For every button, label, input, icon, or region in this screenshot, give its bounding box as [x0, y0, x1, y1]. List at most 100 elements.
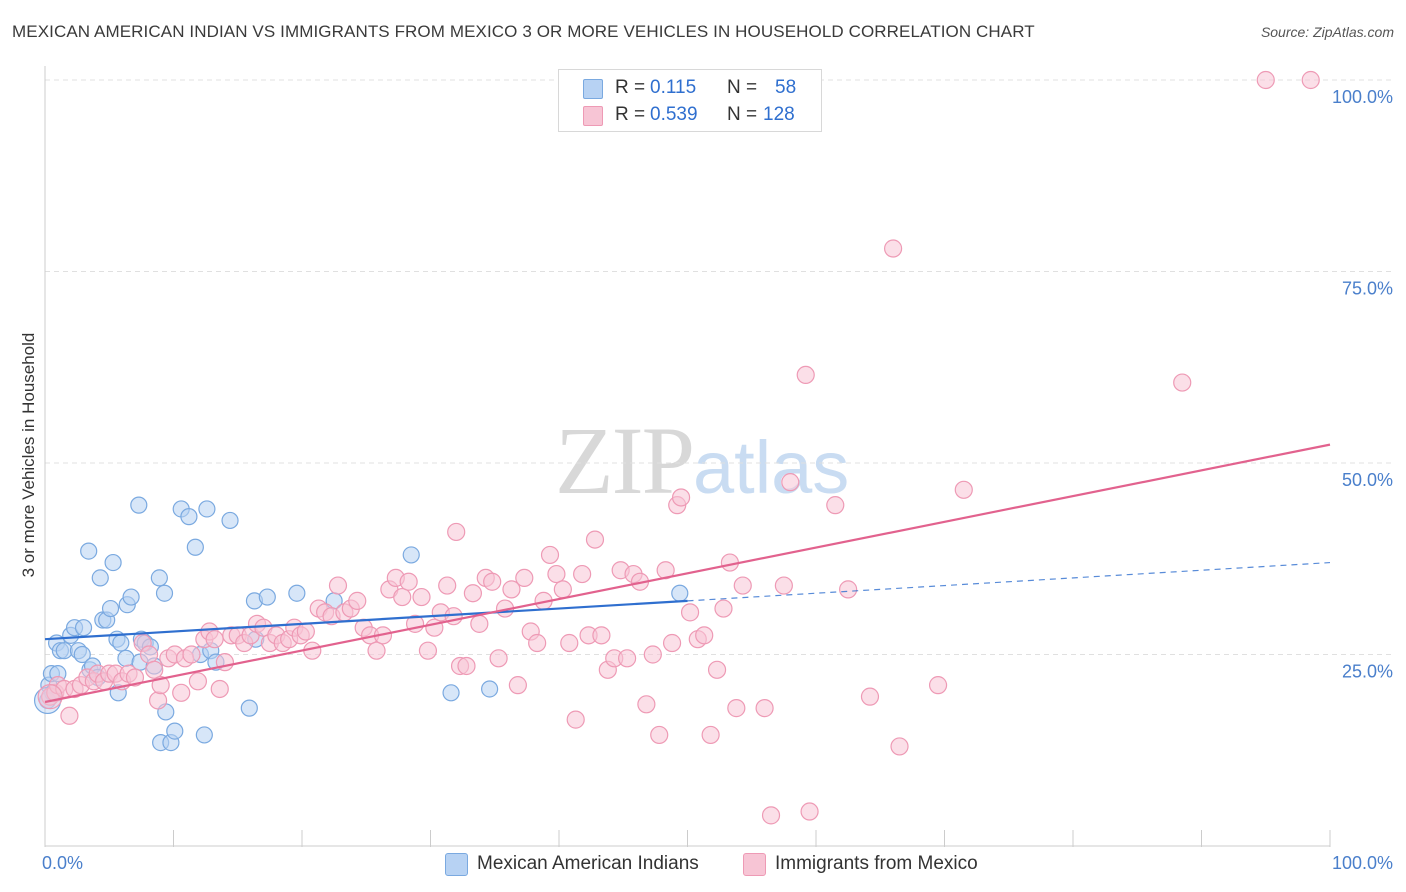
data-point-immigrants-from-mexico: [296, 622, 315, 641]
correlation-legend: R = 0.115 N = 58 R = 0.539 N = 128: [558, 69, 822, 132]
data-point-immigrants-from-mexico: [182, 645, 201, 664]
data-point-immigrants-from-mexico: [839, 580, 858, 599]
data-point-mexican-american-indians: [402, 546, 420, 564]
trend-line-pink: [44, 443, 1331, 704]
data-point-immigrants-from-mexico: [826, 496, 845, 515]
data-point-immigrants-from-mexico: [205, 630, 224, 649]
data-point-immigrants-from-mexico: [515, 568, 534, 588]
data-point-immigrants-from-mexico: [592, 626, 611, 645]
data-point-mexican-american-indians: [117, 649, 135, 667]
y-tick-label: 75.0%: [1342, 279, 1393, 299]
legend-r-value: 0.115: [650, 77, 697, 98]
bottom-legend-swatch-pink: [743, 853, 766, 876]
data-point-mexican-american-indians: [481, 680, 499, 698]
y-tick-label: 25.0%: [1342, 662, 1393, 682]
data-point-immigrants-from-mexico: [210, 679, 229, 699]
legend-r-value: 0.539: [650, 104, 698, 125]
data-point-immigrants-from-mexico: [618, 649, 637, 668]
data-point-mexican-american-indians: [240, 699, 258, 717]
data-point-immigrants-from-mexico: [547, 564, 566, 584]
data-point-immigrants-from-mexico: [707, 660, 727, 679]
data-point-mexican-american-indians: [150, 569, 168, 587]
data-point-mexican-american-indians: [80, 542, 98, 560]
data-point-immigrants-from-mexico: [348, 591, 367, 610]
data-point-cluster-pink: [37, 684, 63, 710]
data-point-mexican-american-indians: [104, 553, 122, 572]
bottom-legend-label: Mexican American Indians: [477, 853, 699, 874]
data-point-immigrants-from-mexico: [418, 641, 438, 660]
data-point-immigrants-from-mexico: [528, 633, 547, 653]
data-point-immigrants-from-mexico: [502, 580, 521, 599]
trend-lines: [44, 443, 1331, 704]
data-point-immigrants-from-mexico: [560, 633, 579, 653]
trend-line-blue-extension: [687, 561, 1331, 602]
data-point-mexican-american-indians: [101, 599, 120, 618]
legend-n-label: N =: [727, 77, 758, 98]
legend-swatch-blue: [583, 79, 603, 99]
data-point-immigrants-from-mexico: [1256, 70, 1275, 90]
data-point-immigrants-from-mexico: [367, 641, 386, 660]
data-point-mexican-american-indians: [186, 538, 204, 556]
source-label: Source: ZipAtlas.com: [1260, 24, 1394, 40]
data-point-immigrants-from-mexico: [800, 802, 819, 821]
data-point-mexican-american-indians: [91, 569, 109, 587]
data-point-immigrants-from-mexico: [727, 699, 746, 718]
data-point-immigrants-from-mexico: [566, 710, 585, 729]
watermark: ZIPatlas: [555, 405, 849, 516]
data-point-immigrants-from-mexico: [172, 683, 191, 702]
data-point-immigrants-from-mexico: [883, 239, 903, 258]
data-point-immigrants-from-mexico: [1301, 70, 1320, 90]
data-point-immigrants-from-mexico: [1173, 373, 1192, 392]
legend-n-value: 128: [763, 104, 795, 125]
data-point-mexican-american-indians: [122, 588, 140, 606]
data-point-immigrants-from-mexico: [637, 695, 656, 714]
data-point-mexican-american-indians: [73, 645, 91, 664]
data-point-immigrants-from-mexico: [489, 649, 508, 668]
data-point-immigrants-from-mexico: [860, 687, 880, 706]
data-point-immigrants-from-mexico: [695, 626, 714, 645]
data-point-immigrants-from-mexico: [540, 545, 560, 565]
data-point-mexican-american-indians: [130, 496, 148, 514]
data-point-immigrants-from-mexico: [954, 480, 973, 499]
data-point-mexican-american-indians: [442, 684, 460, 702]
y-tick-label: 50.0%: [1342, 470, 1393, 490]
data-point-immigrants-from-mexico: [60, 706, 79, 725]
x-tick-label: 100.0%: [1332, 853, 1393, 873]
data-point-immigrants-from-mexico: [650, 725, 669, 745]
data-point-immigrants-from-mexico: [438, 576, 457, 595]
data-point-immigrants-from-mexico: [399, 572, 418, 591]
bottom-legend-swatch-blue: [445, 853, 468, 876]
data-point-immigrants-from-mexico: [890, 737, 909, 756]
data-point-mexican-american-indians: [195, 726, 213, 744]
data-point-immigrants-from-mexico: [151, 676, 170, 695]
series-immigrants-from-mexico: [37, 70, 1320, 825]
data-point-immigrants-from-mexico: [125, 668, 145, 687]
y-tick-label: 100.0%: [1332, 87, 1393, 107]
x-tick-label: 0.0%: [42, 853, 83, 873]
legend-swatch-pink: [583, 106, 603, 126]
data-point-immigrants-from-mexico: [774, 576, 793, 595]
data-point-immigrants-from-mexico: [671, 488, 691, 507]
data-point-mexican-american-indians: [198, 500, 216, 518]
data-point-mexican-american-indians: [155, 584, 174, 602]
data-point-immigrants-from-mexico: [573, 564, 592, 584]
data-point-immigrants-from-mexico: [796, 365, 815, 385]
bottom-legend-label: Immigrants from Mexico: [775, 853, 978, 874]
data-point-immigrants-from-mexico: [553, 580, 572, 599]
y-axis-title: 3 or more Vehicles in Household: [19, 333, 38, 578]
data-point-immigrants-from-mexico: [457, 656, 476, 676]
data-point-immigrants-from-mexico: [328, 576, 348, 595]
legend-n-value: 58: [775, 77, 797, 98]
legend-r-label: R =: [615, 77, 646, 98]
chart-title: MEXICAN AMERICAN INDIAN VS IMMIGRANTS FR…: [12, 22, 1035, 41]
data-point-immigrants-from-mexico: [508, 676, 527, 695]
data-point-immigrants-from-mexico: [733, 576, 752, 595]
tick-labels: 25.0% 50.0% 75.0% 100.0% 0.0% 100.0%: [42, 87, 1393, 873]
data-point-immigrants-from-mexico: [393, 587, 412, 607]
watermark-atlas: atlas: [693, 426, 850, 509]
data-point-immigrants-from-mexico: [643, 645, 662, 664]
data-point-immigrants-from-mexico: [139, 645, 159, 664]
data-point-mexican-american-indians: [180, 508, 198, 526]
data-point-mexican-american-indians: [221, 511, 239, 530]
